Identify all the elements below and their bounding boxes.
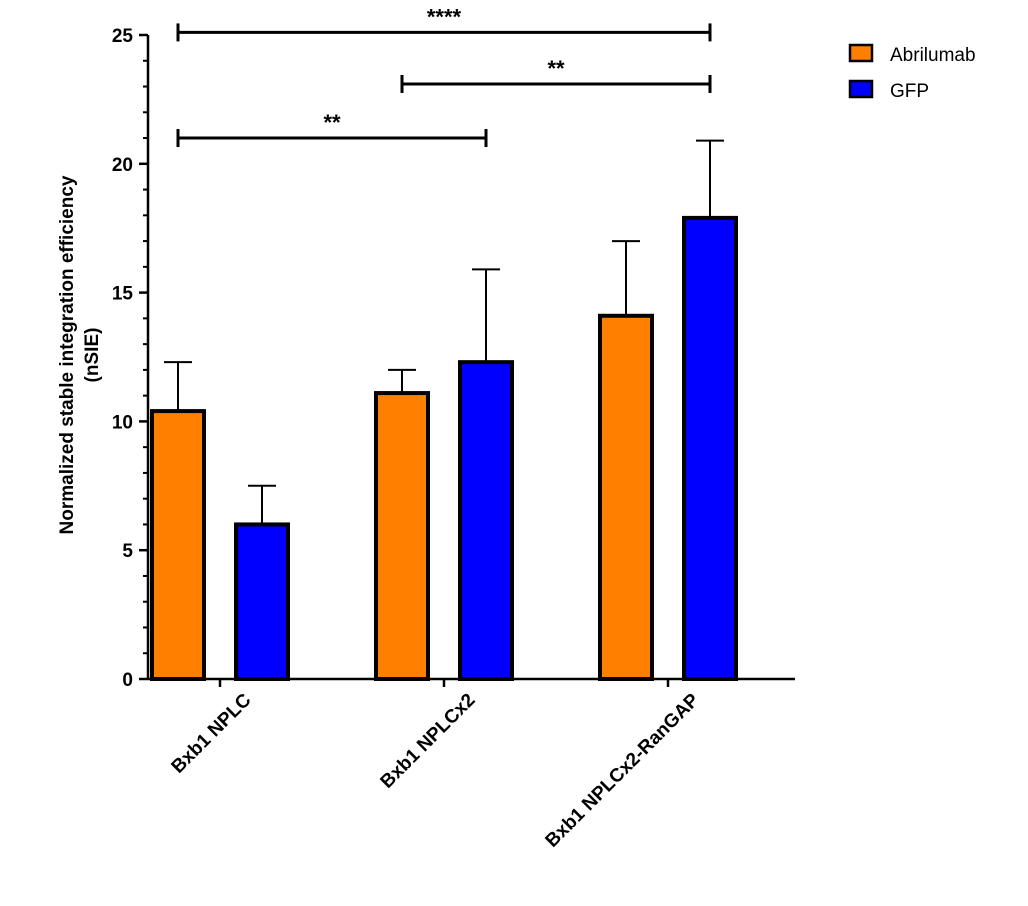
- x-tick-label: Bxb1 NPLCx2: [377, 690, 480, 793]
- y-axis-title-line-2: (nSIE): [82, 328, 103, 383]
- legend-swatch-gfp: [848, 79, 874, 99]
- y-tick-label: 0: [122, 670, 133, 691]
- significance-label: **: [547, 56, 565, 81]
- y-tick-label: 20: [112, 155, 133, 176]
- bar: [598, 313, 654, 681]
- bar: [150, 409, 206, 681]
- y-tick-label: 15: [112, 284, 134, 305]
- x-tick-label: Bxb1 NPLCx2-RanGAP: [542, 689, 704, 851]
- legend: Abrilumab GFP: [848, 43, 976, 102]
- y-axis-title-line-1: Normalized stable integration efficiency: [57, 175, 78, 534]
- legend-label-gfp: GFP: [890, 81, 929, 102]
- legend-label-abrilumab: Abrilumab: [890, 45, 976, 66]
- y-tick-label: 5: [122, 541, 133, 562]
- significance-label: ****: [427, 4, 462, 29]
- y-tick-label: 10: [112, 412, 133, 433]
- y-tick-label: 25: [112, 26, 134, 47]
- bar: [234, 522, 290, 681]
- bar: [374, 391, 430, 681]
- bar: [458, 360, 514, 681]
- bars: [150, 139, 738, 681]
- legend-swatch-abrilumab: [848, 43, 874, 63]
- significance-label: **: [323, 110, 341, 135]
- bar: [682, 215, 738, 681]
- significance-brackets: ********: [176, 4, 712, 148]
- y-axis-title: Normalized stable integration efficiency…: [57, 175, 103, 534]
- x-tick-label: Bxb1 NPLC: [168, 689, 256, 777]
